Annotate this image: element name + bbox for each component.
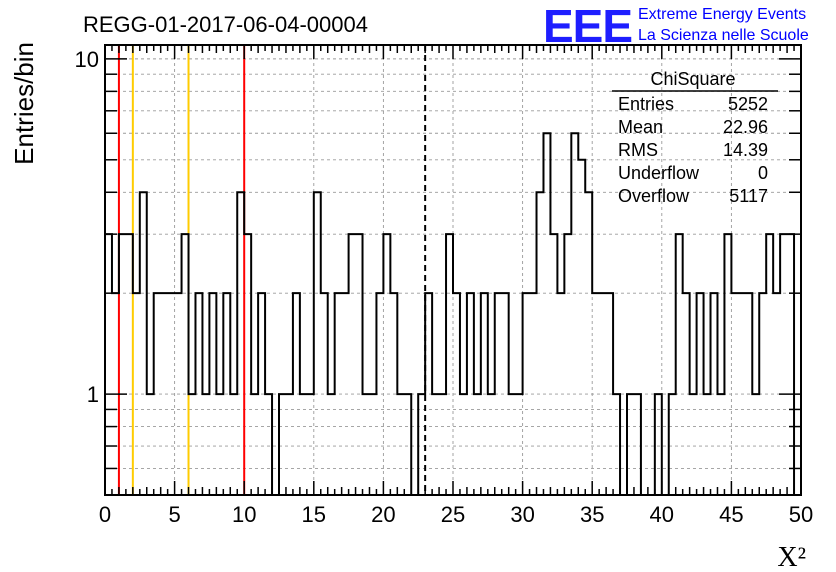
chart-title: REGG-01-2017-06-04-00004 xyxy=(83,12,368,37)
stats-value: 22.96 xyxy=(723,117,768,137)
x-tick-label: 25 xyxy=(441,502,465,527)
y-tick-label: 10 xyxy=(75,47,99,72)
stats-label: Entries xyxy=(618,94,674,114)
stats-label: RMS xyxy=(618,140,658,160)
stats-title: ChiSquare xyxy=(650,69,735,89)
x-axis-ticks: 0 5 10 15 20 25 30 35 40 45 50 xyxy=(99,45,813,527)
y-axis-ticks: 1 10 xyxy=(75,47,801,470)
stats-value: 5252 xyxy=(728,94,768,114)
x-tick-label: 40 xyxy=(650,502,674,527)
x-tick-label: 50 xyxy=(789,502,813,527)
x-axis-label: X² xyxy=(777,542,806,572)
x-tick-label: 20 xyxy=(371,502,395,527)
y-tick-label: 1 xyxy=(87,382,99,407)
stats-label: Overflow xyxy=(618,186,690,206)
stats-row: RMS 14.39 xyxy=(618,140,768,160)
stats-row: Overflow 5117 xyxy=(618,186,768,206)
x-tick-label: 45 xyxy=(719,502,743,527)
stats-row: Entries 5252 xyxy=(618,94,768,114)
stats-label: Underflow xyxy=(618,163,700,183)
logo-line-2: La Scienza nelle Scuole xyxy=(638,27,809,44)
logo-mark: EEE xyxy=(543,0,632,52)
eee-logo: EEE Extreme Energy Events La Scienza nel… xyxy=(543,0,809,52)
x-tick-label: 5 xyxy=(168,502,180,527)
logo-line-1: Extreme Energy Events xyxy=(638,6,806,23)
x-tick-label: 15 xyxy=(302,502,326,527)
x-tick-label: 30 xyxy=(510,502,534,527)
x-tick-label: 10 xyxy=(232,502,256,527)
stats-value: 0 xyxy=(758,163,768,183)
x-tick-label: 35 xyxy=(580,502,604,527)
histogram-outline xyxy=(105,132,801,496)
stats-label: Mean xyxy=(618,117,663,137)
stats-value: 14.39 xyxy=(723,140,768,160)
stats-value: 5117 xyxy=(729,186,768,206)
y-axis-label: Entries/bin xyxy=(9,42,39,165)
stats-row: Mean 22.96 xyxy=(618,117,768,137)
x-tick-label: 0 xyxy=(99,502,111,527)
stats-row: Underflow 0 xyxy=(618,163,768,183)
stats-box: ChiSquare Entries 5252 Mean 22.96 RMS 14… xyxy=(612,69,778,206)
